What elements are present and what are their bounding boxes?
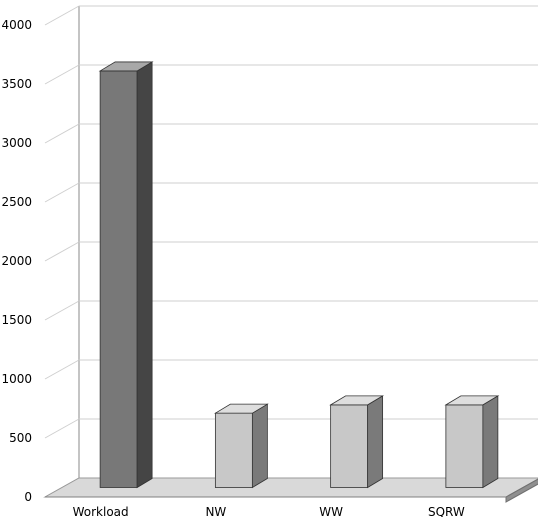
y-axis-ticks: 0 500 1000 1500 2000 2500 3000 3500 4000 bbox=[1, 18, 32, 504]
gridline-diagonal bbox=[44, 300, 80, 321]
y-tick-label: 3000 bbox=[1, 136, 32, 150]
bars bbox=[98, 61, 500, 489]
x-tick-label: SQRW bbox=[428, 505, 465, 517]
bar-ww-front bbox=[330, 404, 369, 488]
chart-floor bbox=[43, 477, 538, 503]
y-tick-label: 1500 bbox=[1, 313, 32, 327]
y-tick-label: 500 bbox=[9, 431, 32, 445]
gridline-diagonal bbox=[44, 418, 80, 439]
y-tick-label: 4000 bbox=[1, 18, 32, 32]
gridline-diagonal bbox=[44, 182, 80, 203]
gridline-diagonal bbox=[44, 5, 80, 26]
gridline-diagonal bbox=[44, 359, 80, 380]
x-tick-label: WW bbox=[319, 505, 343, 517]
y-tick-label: 0 bbox=[24, 490, 32, 504]
y-tick-label: 1000 bbox=[1, 372, 32, 386]
bar-sqrw-top bbox=[444, 395, 500, 406]
bar-ww-side bbox=[367, 395, 384, 489]
bar-workload-side bbox=[136, 61, 153, 489]
bar-nw-front bbox=[214, 412, 253, 488]
gridline-diagonal bbox=[44, 64, 80, 85]
gridline-diagonal bbox=[44, 241, 80, 262]
bar-nw-top bbox=[213, 403, 269, 414]
bar-workload-front bbox=[99, 70, 138, 488]
bar-nw-side bbox=[251, 403, 268, 489]
y-tick-label: 2500 bbox=[1, 195, 32, 209]
y-tick-label: 3500 bbox=[1, 77, 32, 91]
bar-ww-top bbox=[329, 395, 385, 406]
bar-sqrw-front bbox=[445, 404, 484, 488]
floor-side bbox=[505, 478, 538, 503]
gridline-diagonal bbox=[44, 123, 80, 144]
y-tick-label: 2000 bbox=[1, 254, 32, 268]
gridlines bbox=[44, 5, 538, 439]
bar-sqrw-side bbox=[482, 395, 499, 489]
x-tick-label: NW bbox=[205, 505, 226, 517]
x-axis-labels: Workload NW WW SQRW bbox=[73, 505, 465, 517]
x-tick-label: Workload bbox=[73, 505, 129, 517]
bar-workload-top bbox=[98, 61, 154, 72]
